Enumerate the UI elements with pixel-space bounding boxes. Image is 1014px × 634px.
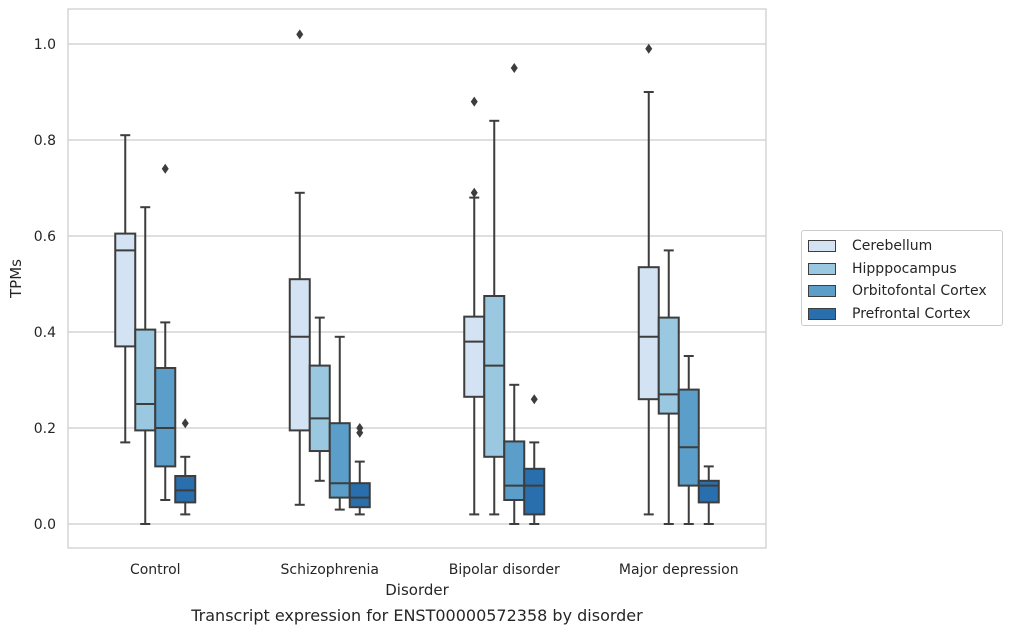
box [697,465,720,525]
legend-swatch [808,240,836,253]
box [463,96,486,516]
series-cerebellum [114,29,660,516]
legend-label: Orbitofontal Cortex [852,283,987,300]
x-axis-label: Disorder [385,581,449,599]
box-body [308,364,331,453]
box-body [328,422,351,499]
x-tick-label: Major depression [619,562,739,578]
x-tick-label: Bipolar disorder [449,562,560,578]
box-body [154,367,177,468]
y-tick-label: 0.4 [34,325,56,341]
box [308,316,331,482]
box [114,134,137,444]
box-body [288,278,311,432]
y-tick-label: 0.0 [34,517,56,533]
outlier-marker [470,187,478,198]
figure-caption: Transcript expression for ENST0000057235… [191,606,643,625]
box [637,43,660,516]
outlier-marker [510,63,518,73]
series-hipppocampus [134,119,680,525]
box [677,355,700,525]
legend-item-orbitofrontal-cortex: Orbitofontal Cortex [808,280,1002,303]
box [348,423,371,516]
y-tick-label: 0.2 [34,421,56,437]
box-body [174,475,197,504]
outlier-marker [470,96,478,107]
legend-item-cerebellum: Cerebellum [808,235,1002,258]
box-body [463,315,486,398]
box [328,335,351,511]
legend-label: Hipppocampus [852,260,957,277]
outlier-marker [645,43,653,54]
box [154,163,177,501]
y-tick-label: 0.8 [34,133,56,149]
x-axis-ticks: Control Schizophrenia Bipolar disorder Majo… [130,562,739,578]
legend-item-hippocampus: Hipppocampus [808,258,1002,281]
legend-swatch [808,285,836,298]
y-tick-label: 0.6 [34,229,56,245]
box-body [134,328,157,432]
y-axis-ticks: 0.0 0.2 0.4 0.6 0.8 1.0 [34,37,56,533]
box [503,63,526,525]
series-orbitofontal-cortex [154,63,700,525]
box [657,249,680,525]
legend-label: Cerebellum [852,238,933,255]
plot-frame [67,8,767,549]
x-tick-label: Control [130,562,181,578]
x-tick-label: Schizophrenia [281,562,379,578]
legend-item-prefrontal-cortex: Prefrontal Cortex [808,303,1002,326]
outlier-marker [356,427,364,438]
gridlines [68,43,766,525]
series-prefrontal-cortex [174,394,720,525]
outlier-marker [181,418,189,429]
box-body [677,388,700,487]
outlier-marker [530,394,538,405]
legend-swatch [808,262,836,275]
box [174,418,197,516]
box-body [503,440,526,502]
outlier-marker [161,163,169,174]
box-body [697,479,720,504]
box-body [523,467,546,516]
box [523,394,546,525]
box-body [348,482,371,509]
legend-swatch [808,307,836,320]
box [483,119,506,516]
legend-label: Prefrontal Cortex [852,305,971,322]
box-body [114,232,137,348]
box-body [483,295,506,458]
outlier-marker [296,29,304,40]
box-body [657,316,680,415]
box [288,29,311,506]
box-body [637,266,660,401]
legend: Cerebellum Hipppocampus Orbitofontal Cor… [801,230,1003,326]
y-tick-label: 1.0 [34,37,56,53]
y-axis-label: TPMs [7,259,25,299]
box-series [114,29,720,525]
box [134,206,157,525]
